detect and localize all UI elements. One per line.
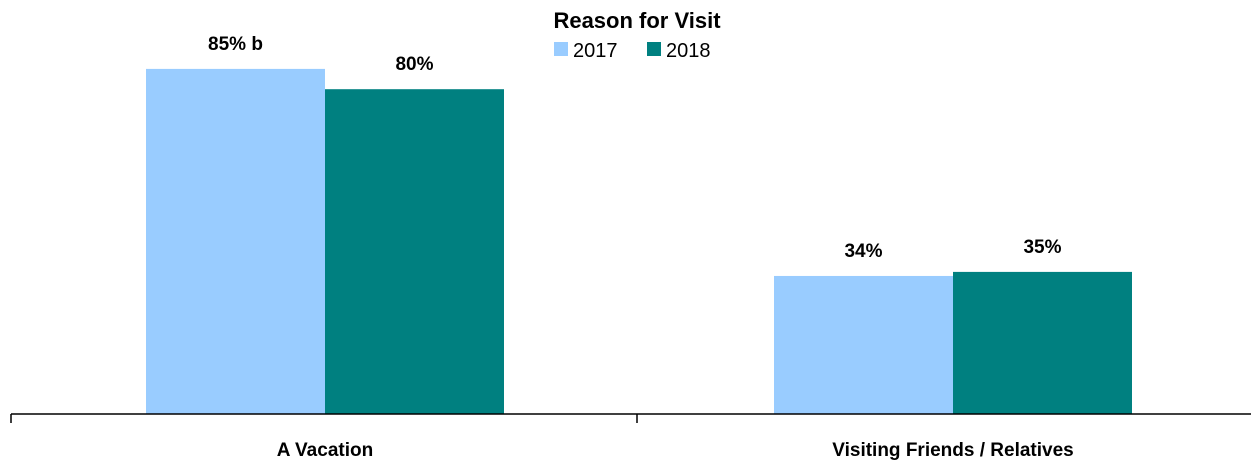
- data-label-a-vacation-2018: 80%: [395, 54, 433, 75]
- bar-visiting-friends-relatives-2018: [953, 271, 1132, 414]
- bars-group: [146, 68, 1132, 415]
- bar-a-vacation-2017: [146, 68, 325, 415]
- legend-label-2018: 2018: [666, 40, 711, 62]
- data-label-a-vacation-2017: 85% b: [208, 34, 263, 55]
- legend-label-2017: 2017: [573, 40, 618, 62]
- bar-visiting-friends-relatives-2017: [774, 275, 953, 414]
- data-label-visiting-friends-relatives-2018: 35%: [1023, 237, 1061, 258]
- chart-title: Reason for Visit: [553, 8, 721, 33]
- legend-swatch-2017: [554, 42, 568, 56]
- legend: 2017 2018: [554, 40, 711, 62]
- data-labels-group: 85% b 80% 34% 35%: [208, 34, 1062, 262]
- bar-a-vacation-2018: [325, 89, 504, 414]
- legend-swatch-2018: [647, 42, 661, 56]
- data-label-visiting-friends-relatives-2017: 34%: [844, 241, 882, 262]
- category-label-visiting-friends-relatives: Visiting Friends / Relatives: [832, 440, 1073, 461]
- category-label-a-vacation: A Vacation: [277, 440, 373, 461]
- x-axis: A Vacation Visiting Friends / Relatives: [10, 413, 1251, 461]
